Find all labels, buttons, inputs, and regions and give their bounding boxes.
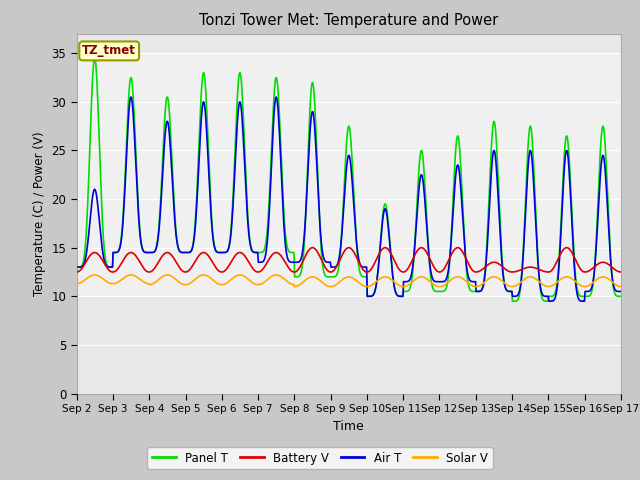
Line: Panel T: Panel T (77, 59, 621, 301)
Air T (127, 94, 134, 100)
Battery V (214, 268, 222, 274)
Panel T (133, 171, 141, 177)
Solar V (484, 276, 492, 282)
Solar V (133, 274, 141, 280)
Panel T (90, 56, 98, 61)
Air T (617, 288, 625, 294)
Line: Battery V: Battery V (77, 248, 621, 272)
Battery V (132, 253, 140, 259)
Air T (545, 298, 552, 304)
Text: TZ_tmet: TZ_tmet (82, 44, 136, 58)
Panel T (73, 264, 81, 270)
Panel T (509, 298, 516, 304)
Battery V (617, 269, 625, 275)
Air T (461, 244, 468, 250)
Air T (483, 246, 491, 252)
Battery V (308, 245, 316, 251)
Solar V (617, 284, 625, 289)
Title: Tonzi Tower Met: Temperature and Power: Tonzi Tower Met: Temperature and Power (199, 13, 499, 28)
Solar V (291, 284, 298, 289)
Legend: Panel T, Battery V, Air T, Solar V: Panel T, Battery V, Air T, Solar V (147, 447, 493, 469)
Air T (306, 132, 314, 138)
Y-axis label: Temperature (C) / Power (V): Temperature (C) / Power (V) (33, 132, 46, 296)
Air T (133, 180, 141, 186)
Battery V (483, 263, 491, 268)
Solar V (73, 281, 81, 287)
Bar (77, 53, 621, 296)
Air T (215, 250, 223, 255)
Air T (543, 293, 551, 299)
Panel T (544, 298, 552, 304)
Battery V (305, 247, 313, 252)
Line: Solar V: Solar V (77, 275, 621, 287)
Battery V (543, 269, 551, 275)
Solar V (307, 274, 314, 280)
Solar V (544, 284, 552, 289)
Panel T (306, 110, 314, 116)
Panel T (483, 238, 491, 243)
Solar V (215, 281, 223, 287)
Panel T (617, 293, 625, 299)
X-axis label: Time: Time (333, 420, 364, 432)
Solar V (90, 272, 98, 278)
Air T (73, 264, 81, 270)
Panel T (461, 242, 468, 248)
Line: Air T: Air T (77, 97, 621, 301)
Panel T (215, 250, 223, 255)
Battery V (73, 269, 81, 275)
Solar V (461, 277, 469, 283)
Battery V (461, 253, 468, 259)
